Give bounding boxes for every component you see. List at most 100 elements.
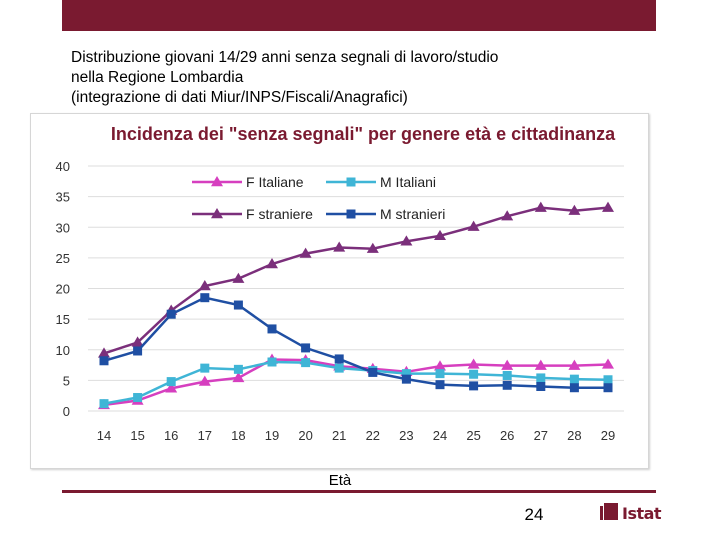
legend-item-m-italiani: M Italiani	[326, 174, 436, 190]
data-point-f-italiane	[534, 359, 547, 370]
data-point-m-stranieri	[368, 367, 378, 377]
data-point-f-straniere	[299, 247, 312, 258]
series-line-f-straniere	[103, 206, 609, 355]
x-tick-label: 19	[265, 428, 279, 443]
istat-logo-icon	[600, 503, 618, 520]
data-point-m-stranieri	[166, 309, 176, 319]
data-point-f-straniere	[434, 229, 446, 241]
y-tick-label: 40	[56, 159, 70, 174]
data-point-m-stranieri	[334, 354, 344, 364]
y-tick-label: 0	[63, 404, 70, 419]
data-point-m-stranieri	[267, 324, 277, 334]
slide-title-line-1: Distribuzione giovani 14/29 anni senza s…	[71, 49, 499, 66]
istat-logo-text: Istat	[622, 504, 662, 523]
legend-item-f-italiane: F Italiane	[192, 174, 304, 190]
legend-item-f-straniere: F straniere	[192, 206, 313, 222]
data-point-f-italiane	[198, 375, 211, 386]
chart-title: Incidenza dei "senza segnali" per genere…	[111, 124, 616, 144]
slide-title-line-3: (integrazione di dati Miur/INPS/Fiscali/…	[71, 89, 408, 106]
x-tick-label: 29	[601, 428, 615, 443]
data-point-m-stranieri	[435, 380, 445, 390]
data-point-f-straniere	[333, 241, 346, 252]
data-point-m-stranieri	[99, 356, 109, 366]
legend: F Italiane M Italiani F straniere M stranie…	[192, 174, 445, 222]
data-point-m-italiani	[200, 363, 210, 373]
data-point-f-straniere	[501, 210, 514, 221]
legend-marker	[211, 208, 223, 219]
top-brand-bar	[62, 0, 656, 31]
data-point-m-italiani	[267, 357, 277, 367]
data-point-m-italiani	[166, 377, 176, 387]
data-point-f-straniere	[400, 235, 413, 246]
legend-label: M Italiani	[380, 174, 436, 190]
data-point-f-italiane	[434, 360, 446, 371]
x-tick-label: 23	[399, 428, 413, 443]
data-point-m-stranieri	[133, 346, 143, 356]
data-point-m-stranieri	[536, 382, 546, 391]
series-f-straniere	[98, 201, 614, 358]
istat-logo: Istat	[600, 503, 662, 525]
y-tick-label: 15	[56, 312, 70, 327]
legend-item-m-stranieri: M stranieri	[326, 206, 445, 222]
data-point-m-italiani	[502, 370, 512, 380]
series-m-stranieri	[99, 293, 613, 393]
y-tick-label: 10	[56, 343, 70, 358]
legend-marker	[211, 176, 223, 187]
data-point-f-straniere	[534, 201, 547, 212]
y-tick-label: 35	[56, 190, 70, 205]
data-point-m-italiani	[536, 373, 546, 383]
data-point-m-italiani	[469, 369, 479, 379]
data-point-m-stranieri	[603, 383, 613, 393]
x-axis-title: Età	[328, 472, 352, 489]
data-point-m-stranieri	[200, 293, 210, 303]
data-point-f-straniere	[366, 242, 379, 253]
x-tick-label: 24	[433, 428, 447, 443]
x-tick-label: 26	[500, 428, 514, 443]
x-tick-label: 21	[332, 428, 346, 443]
data-point-f-straniere	[198, 280, 211, 291]
data-point-m-italiani	[569, 374, 579, 384]
slide-title: Distribuzione giovani 14/29 anni senza s…	[71, 48, 671, 108]
data-point-m-stranieri	[301, 343, 311, 353]
page-number: 24	[524, 505, 544, 524]
x-tick-label: 16	[164, 428, 178, 443]
data-point-f-italiane	[602, 358, 614, 369]
x-tick-label: 28	[567, 428, 581, 443]
data-point-f-italiane	[232, 371, 245, 383]
data-point-m-stranieri	[502, 380, 512, 390]
series-line-m-stranieri	[103, 296, 608, 389]
legend-label: F straniere	[246, 206, 313, 222]
x-tick-label: 18	[231, 428, 245, 443]
chart-frame	[30, 113, 649, 469]
data-point-m-italiani	[401, 369, 411, 379]
data-point-f-italiane	[568, 359, 581, 370]
x-tick-label: 22	[366, 428, 380, 443]
data-point-f-italiane	[467, 358, 480, 369]
legend-label: M stranieri	[380, 206, 445, 222]
series-line-f-italiane	[103, 358, 609, 407]
x-tick-label: 20	[298, 428, 312, 443]
y-tick-label: 20	[56, 282, 70, 297]
x-tick-label: 27	[534, 428, 548, 443]
data-point-m-italiani	[301, 358, 311, 368]
legend-label: F Italiane	[246, 174, 304, 190]
y-tick-label: 30	[56, 220, 70, 235]
data-point-f-straniere	[602, 201, 614, 212]
y-tick-label: 25	[56, 251, 70, 266]
y-tick-labels: 0 5 10 15 20 25 30 35 40	[56, 159, 70, 419]
bottom-brand-rule	[62, 490, 656, 493]
data-point-m-stranieri	[401, 374, 411, 384]
x-tick-labels: 14 15 16 17 18 19 20 21 22 23 24 25 26 27 28 29	[97, 428, 615, 443]
legend-marker	[346, 177, 356, 187]
series-lines	[98, 201, 614, 410]
x-tick-label: 14	[97, 428, 111, 443]
y-tick-label: 5	[63, 373, 70, 388]
data-point-m-italiani	[435, 369, 445, 379]
data-point-f-straniere	[232, 272, 245, 283]
data-point-m-italiani	[233, 364, 243, 374]
x-tick-label: 25	[466, 428, 480, 443]
x-tick-label: 17	[198, 428, 212, 443]
data-point-m-stranieri	[469, 381, 479, 391]
slide-title-line-2: nella Regione Lombardia	[71, 69, 244, 86]
